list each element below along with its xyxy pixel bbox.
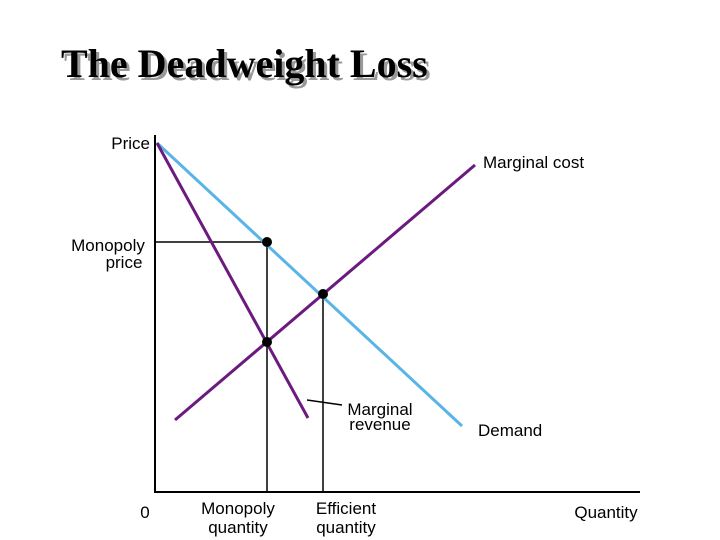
mr-mc-point [262,337,272,347]
demand-curve [155,141,464,428]
marginal-revenue-label: Marginal [347,400,412,419]
monopoly-quantity-label: Monopoly [201,499,275,518]
marginal-revenue-label: revenue [349,415,410,434]
monopoly-price-label: Monopoly [71,236,145,255]
monopoly-point [262,237,272,247]
efficient-point [318,289,328,299]
efficient-quantity-label: quantity [316,518,376,537]
mr-leader [306,399,343,406]
monopoly-price-label: price [106,253,143,272]
marginal-cost-label: Marginal cost [483,153,584,172]
quantity-label: Quantity [574,503,638,522]
demand-label: Demand [478,421,542,440]
origin-label: 0 [140,503,149,522]
marginal-revenue-curve [155,142,310,419]
price-label: Price [111,134,150,153]
monopoly-quantity-label: quantity [208,518,268,537]
guides [155,241,343,492]
efficient-quantity-label: Efficient [316,499,376,518]
title-shadow: The Deadweight Loss [64,44,431,89]
title: The Deadweight Loss [61,41,428,86]
points [262,237,328,347]
axes [154,135,640,493]
